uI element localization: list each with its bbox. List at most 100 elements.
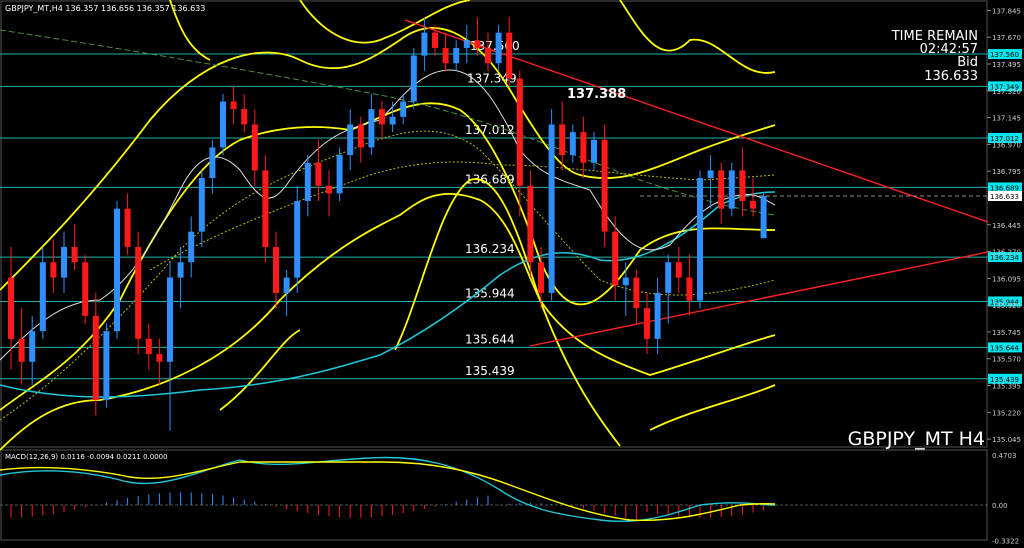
moving-average-cyan <box>0 191 776 398</box>
level-label: 135.944 <box>465 286 515 300</box>
level-tag: 136.234 <box>990 254 1019 262</box>
candle-body <box>432 32 438 48</box>
candle-body <box>622 277 629 286</box>
candle-body <box>39 262 46 332</box>
candle-body <box>474 40 481 48</box>
candle-body <box>453 47 460 64</box>
price-tick-label: 136.795 <box>992 168 1021 176</box>
level-tag: 135.644 <box>990 344 1019 352</box>
candle-body <box>18 338 25 362</box>
price-tick-label: 137.670 <box>992 34 1021 42</box>
current-price-tag-bg <box>988 190 1022 201</box>
trendline-upper <box>404 19 989 223</box>
level-label: 135.439 <box>465 364 515 378</box>
candle-body <box>654 292 661 339</box>
candle-body <box>559 124 566 156</box>
bollinger-band-line <box>219 329 301 411</box>
candle-body <box>326 185 332 194</box>
candle-body <box>506 32 513 79</box>
candle-body <box>633 277 640 309</box>
candle-body <box>675 262 682 278</box>
candle-body <box>548 124 555 293</box>
price-tick-label: 135.920 <box>992 302 1021 310</box>
candle-body <box>591 139 597 163</box>
candle-body <box>283 277 290 293</box>
level-tag: 135.439 <box>990 376 1019 384</box>
candle-body <box>241 109 248 125</box>
candle-body <box>495 32 502 64</box>
price-tick-label: 137.495 <box>992 61 1021 69</box>
level-tag: 137.012 <box>990 135 1019 143</box>
symbol-watermark: GBPJPY_MT H4 <box>848 428 985 450</box>
candles <box>8 17 988 431</box>
level-tag: 137.349 <box>990 83 1019 91</box>
candle-body <box>135 246 142 339</box>
candle-body <box>71 246 78 263</box>
candle-body <box>347 124 354 156</box>
candle-body <box>463 40 470 48</box>
macd-axis-label: -0.3322 <box>992 537 1019 544</box>
candle-body <box>29 331 36 362</box>
candle-body <box>379 109 385 125</box>
bid-label: Bid <box>957 55 978 70</box>
level-tag-bg <box>988 182 1022 193</box>
candle-body <box>686 277 693 301</box>
price-tick-label: 136.970 <box>992 141 1021 149</box>
bid-value: 136.633 <box>924 69 978 84</box>
candle-body <box>421 32 428 56</box>
candle-body <box>209 147 216 179</box>
price-tick-label: 136.270 <box>992 249 1021 257</box>
candle-body <box>410 55 417 102</box>
macd-main-line <box>0 456 776 523</box>
time-remain-label: TIME REMAIN <box>891 29 978 44</box>
candle-body <box>61 246 67 278</box>
bollinger-band-line <box>649 384 776 431</box>
candle-body <box>400 101 407 117</box>
candle-body <box>251 124 258 171</box>
candle-body <box>273 246 279 293</box>
level-tag-bg <box>988 49 1022 60</box>
trendline-lower <box>529 251 989 347</box>
level-tag-bg <box>988 252 1022 263</box>
bollinger-band-line <box>169 0 211 61</box>
macd-signal-line <box>0 461 776 522</box>
candle-body <box>718 170 725 209</box>
peak-price-label: 137.388 <box>567 87 626 102</box>
candle-body <box>177 262 184 278</box>
price-tick-label: 137.145 <box>992 115 1021 123</box>
bollinger-band-line <box>394 178 621 447</box>
time-remain-value: 02:42:57 <box>920 42 978 57</box>
candle-body <box>442 47 449 64</box>
candle-body <box>569 132 576 156</box>
candle-body <box>728 170 735 209</box>
candle-body <box>601 139 608 232</box>
candle-body <box>145 338 152 355</box>
macd-label: MACD(12,26,9) 0.0116 -0.0094 0.0211 0.00… <box>5 453 168 461</box>
candle-body <box>198 178 205 232</box>
candle-body <box>220 101 226 148</box>
candle-body <box>315 162 322 186</box>
bollinger-band-line <box>0 27 776 291</box>
candle-body <box>92 315 99 401</box>
bollinger-band-line <box>0 192 776 451</box>
price-tick-label: 135.395 <box>992 383 1021 391</box>
macd-panel-border <box>0 449 988 541</box>
candle-body <box>527 185 534 263</box>
candle-body <box>114 208 120 332</box>
level-tag: 135.944 <box>990 298 1019 306</box>
candle-body <box>644 308 650 339</box>
candle-body <box>368 109 375 148</box>
candle-body <box>294 201 301 278</box>
candle-body <box>612 231 619 286</box>
candle-body <box>8 277 14 339</box>
candle-body <box>739 170 746 202</box>
price-tick-label: 137.320 <box>992 88 1021 96</box>
level-label: 136.689 <box>465 172 515 186</box>
current-price-tag: 136.633 <box>990 193 1019 201</box>
macd-axis-label: 0.4703 <box>992 452 1017 460</box>
candle-body <box>230 101 237 110</box>
candle-body <box>516 78 523 186</box>
price-tick-label: 136.445 <box>992 222 1021 230</box>
